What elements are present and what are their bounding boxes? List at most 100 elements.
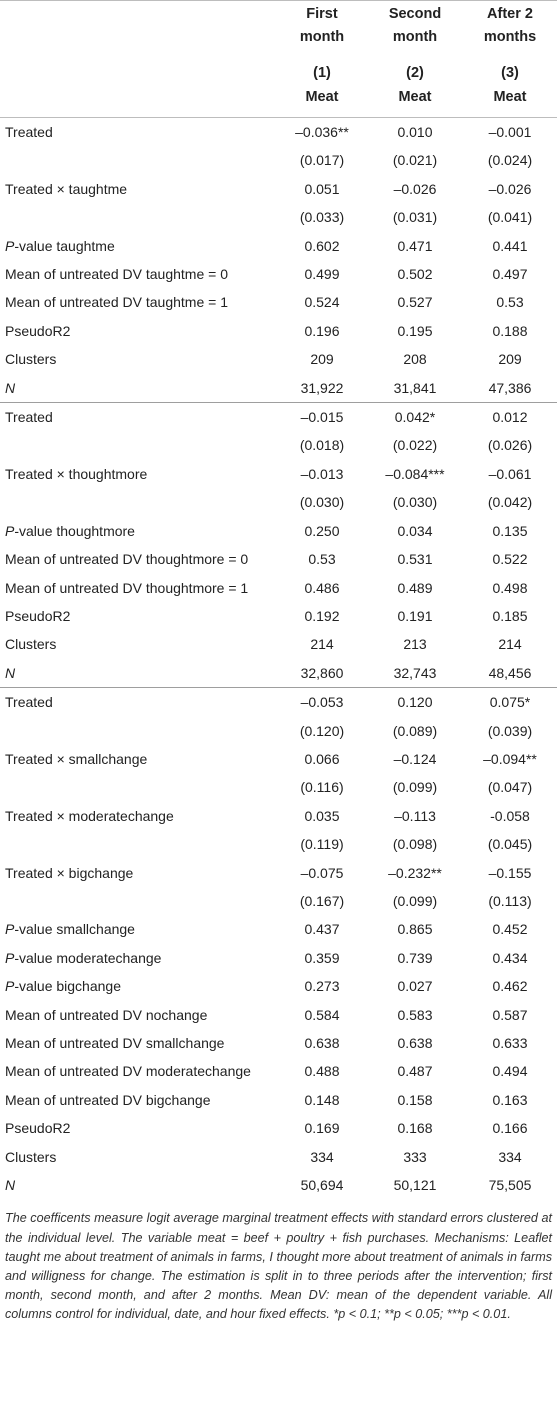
cell-first-month: –0.013: [300, 465, 344, 482]
table-row: Mean of untreated DV taughtme = 0 0.499 0.…: [0, 260, 557, 288]
cell-after-2-months: 0.135: [492, 522, 528, 539]
table-row: PseudoR2 0.196 0.195 0.188: [0, 317, 557, 345]
cell-first-month: 214: [310, 636, 334, 653]
row-label: Mean of untreated DV taughtme = 0: [5, 266, 228, 283]
row-label: Mean of untreated DV thoughtmore = 1: [5, 579, 249, 596]
table-row: Mean of untreated DV thoughtmore = 1 0.48…: [0, 574, 557, 602]
cell-first-month: 0.359: [304, 949, 340, 966]
row-label: P-value taughtme: [5, 237, 115, 254]
cell-first-month: 0.488: [304, 1063, 340, 1080]
cell-after-2-months: 0.452: [492, 921, 528, 938]
cell-after-2-months: –0.061: [488, 465, 532, 482]
cell-after-2-months: 0.012: [463, 402, 557, 432]
cell-second-month: (0.030): [392, 494, 438, 511]
table-row: P-value taughtme 0.602 0.471 0.441: [0, 232, 557, 260]
cell-second-month: 32,743: [393, 664, 437, 681]
cell-second-month: –0.232**: [388, 864, 442, 881]
header-blank: [0, 0, 277, 49]
cell-first-month: (0.030): [299, 494, 345, 511]
cell-second-month: 0.583: [397, 1006, 433, 1023]
table-row: Treated × thoughtmore –0.013 –0.084*** –0.0…: [0, 460, 557, 488]
row-label: Treated × thoughtmore: [5, 465, 148, 482]
cell-first-month: 0.437: [304, 921, 340, 938]
cell-second-month: 0.034: [397, 522, 433, 539]
row-label: Mean of untreated DV nochange: [5, 1006, 208, 1023]
cell-first-month: 0.273: [304, 978, 340, 995]
cell-first-month: –0.053: [277, 687, 367, 717]
cell-first-month: 0.035: [304, 807, 340, 824]
cell-first-month: 0.638: [304, 1035, 340, 1051]
cell-second-month: (0.099): [392, 779, 438, 796]
cell-second-month: 0.638: [397, 1035, 433, 1051]
table-row: N 32,860 32,743 48,456: [0, 659, 557, 688]
row-label: N: [5, 664, 16, 681]
row-label: Treated: [0, 402, 277, 432]
cell-after-2-months: –0.155: [488, 864, 532, 881]
header-col2-number: (2): [406, 65, 424, 81]
row-label: Mean of untreated DV thoughtmore = 0: [5, 551, 249, 568]
results-table: First month Second month After 2 months …: [0, 0, 557, 1194]
header-col1-number: (1): [313, 65, 331, 81]
cell-first-month: 334: [310, 1148, 334, 1165]
header-col1-dv: Meat: [305, 89, 339, 105]
cell-first-month: 32,860: [300, 664, 344, 681]
row-label: [0, 431, 277, 459]
cell-second-month: 0.865: [397, 921, 433, 938]
row-label: Treated: [0, 117, 277, 147]
row-label: [0, 203, 277, 231]
cell-after-2-months: 0.434: [492, 949, 528, 966]
row-label: Mean of untreated DV moderatechange: [5, 1063, 251, 1080]
table-row: Treated –0.036** 0.010 –0.001: [0, 117, 557, 147]
cell-after-2-months: (0.024): [487, 152, 533, 169]
cell-first-month: (0.167): [299, 892, 345, 909]
header-col3-number: (3): [501, 65, 519, 81]
table-row: Mean of untreated DV thoughtmore = 0 0.53…: [0, 545, 557, 573]
table-row: Mean of untreated DV taughtme = 1 0.524 0.…: [0, 288, 557, 316]
cell-second-month: –0.026: [393, 180, 437, 197]
cell-after-2-months: 0.633: [492, 1035, 528, 1051]
cell-second-month: –0.084***: [385, 465, 445, 482]
table-row: P-value smallchange 0.437 0.865 0.452: [0, 915, 557, 943]
cell-after-2-months: 0.075*: [463, 687, 557, 717]
cell-after-2-months: (0.047): [487, 779, 533, 796]
cell-first-month: (0.120): [299, 722, 345, 739]
cell-first-month: 0.499: [304, 266, 340, 283]
header-col2-line2: month: [392, 29, 438, 45]
cell-first-month: 0.192: [304, 607, 340, 624]
row-label: N: [5, 1177, 16, 1194]
cell-second-month: 0.195: [397, 322, 433, 339]
cell-after-2-months: 0.522: [492, 551, 528, 568]
cell-second-month: 0.027: [397, 978, 433, 995]
cell-after-2-months: (0.113): [488, 892, 532, 909]
table-row: Clusters 334 333 334: [0, 1143, 557, 1171]
cell-second-month: –0.124: [393, 750, 437, 767]
row-label: [0, 773, 277, 801]
cell-after-2-months: 0.494: [492, 1063, 528, 1080]
cell-first-month: 0.169: [304, 1120, 340, 1137]
table-row: N 31,922 31,841 47,386: [0, 374, 557, 403]
table-row: (0.030) (0.030) (0.042): [0, 488, 557, 516]
cell-second-month: (0.089): [392, 722, 438, 739]
cell-first-month: 0.250: [304, 522, 340, 539]
cell-first-month: (0.119): [300, 836, 344, 853]
cell-first-month: 0.486: [304, 579, 340, 596]
cell-first-month: (0.116): [300, 779, 344, 796]
row-label: Treated: [0, 687, 277, 717]
row-label: PseudoR2: [5, 607, 71, 624]
cell-after-2-months: –0.026: [488, 180, 532, 197]
cell-after-2-months: 334: [498, 1148, 522, 1165]
cell-first-month: –0.075: [300, 864, 344, 881]
row-label: Treated × taughtme: [5, 180, 128, 197]
cell-after-2-months: (0.026): [487, 437, 533, 454]
cell-after-2-months: 0.497: [492, 266, 528, 283]
cell-first-month: 0.066: [304, 750, 340, 767]
header-col3-line2: months: [483, 29, 537, 45]
cell-first-month: –0.036**: [277, 117, 367, 147]
cell-after-2-months: 209: [498, 351, 522, 368]
cell-first-month: (0.017): [299, 152, 345, 169]
table-row: P-value moderatechange 0.359 0.739 0.434: [0, 944, 557, 972]
table-row: Treated × moderatechange 0.035 –0.113 -0.05…: [0, 802, 557, 830]
cell-first-month: 0.53: [308, 551, 336, 568]
table-row: Mean of untreated DV bigchange 0.148 0.158…: [0, 1086, 557, 1114]
table-row: Mean of untreated DV smallchange 0.638 0.6…: [0, 1029, 557, 1057]
